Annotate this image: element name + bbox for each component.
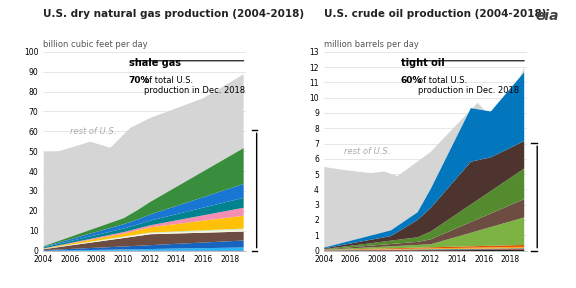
Text: 70%: 70% xyxy=(128,76,150,85)
Text: rest of U.S.: rest of U.S. xyxy=(344,147,391,156)
Text: tight oil: tight oil xyxy=(401,58,445,68)
Text: U.S. dry natural gas production (2004-2018): U.S. dry natural gas production (2004-20… xyxy=(43,9,304,19)
Text: million barrels per day: million barrels per day xyxy=(324,40,419,49)
Text: U.S. crude oil production (2004-2018): U.S. crude oil production (2004-2018) xyxy=(324,9,546,19)
Text: billion cubic feet per day: billion cubic feet per day xyxy=(43,40,148,49)
Text: rest of U.S.: rest of U.S. xyxy=(70,127,116,136)
Text: of total U.S.
production in Dec. 2018: of total U.S. production in Dec. 2018 xyxy=(144,76,245,95)
Text: of total U.S.
production in Dec. 2018: of total U.S. production in Dec. 2018 xyxy=(418,76,520,95)
Text: eia: eia xyxy=(535,9,559,23)
Text: 60%: 60% xyxy=(401,76,422,85)
Text: shale gas: shale gas xyxy=(128,58,181,68)
